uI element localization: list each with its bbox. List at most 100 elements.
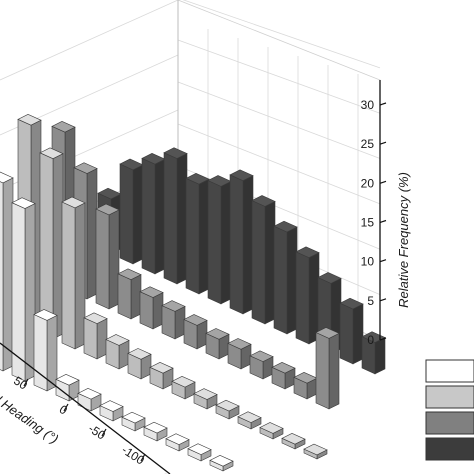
z-axis-label: Relative Frequency (%) bbox=[396, 172, 411, 308]
bar-side bbox=[52, 153, 64, 340]
bar-top bbox=[315, 327, 340, 339]
bar bbox=[295, 246, 320, 345]
bar-top bbox=[55, 373, 80, 386]
bar-front bbox=[229, 174, 244, 315]
bar bbox=[99, 400, 124, 422]
bar-side bbox=[308, 252, 320, 345]
bar-side bbox=[374, 337, 386, 375]
bar-top bbox=[99, 400, 124, 412]
z-tick bbox=[379, 337, 387, 341]
z-tick bbox=[379, 219, 387, 224]
bar bbox=[139, 286, 164, 330]
bar-top bbox=[51, 120, 76, 133]
z-tick bbox=[379, 298, 387, 302]
bar bbox=[119, 158, 144, 265]
bar bbox=[259, 422, 284, 440]
z-tick-label: 0 bbox=[367, 333, 374, 347]
bar-side bbox=[108, 209, 120, 310]
z-tick-label: 15 bbox=[361, 216, 375, 230]
bar-top bbox=[33, 309, 58, 321]
gridline bbox=[177, 123, 381, 205]
bar-top bbox=[249, 350, 274, 362]
x-tick-label: -150 bbox=[154, 468, 182, 474]
bar bbox=[105, 334, 130, 370]
bar bbox=[55, 373, 80, 402]
bar-side bbox=[220, 180, 232, 305]
bar-top bbox=[0, 171, 14, 184]
bar bbox=[127, 348, 152, 380]
bar bbox=[209, 454, 234, 472]
bar-top bbox=[165, 433, 190, 445]
z-tick-label: 5 bbox=[367, 294, 374, 308]
gridline bbox=[177, 39, 381, 114]
bar bbox=[303, 443, 328, 460]
bar-side bbox=[132, 164, 144, 265]
bar-front bbox=[141, 157, 156, 275]
bar bbox=[11, 197, 36, 382]
bar bbox=[39, 147, 64, 340]
bar-top bbox=[193, 388, 218, 400]
bar bbox=[77, 387, 102, 412]
x-tick-label: -100 bbox=[119, 443, 147, 468]
bar-top bbox=[281, 432, 306, 445]
x-tick-label: 0 bbox=[57, 402, 70, 418]
bar-side bbox=[2, 177, 14, 372]
bar-front bbox=[251, 200, 266, 325]
legend-swatch bbox=[425, 385, 474, 409]
x-axis-label: ed Heading (°) bbox=[0, 386, 61, 446]
bar-top bbox=[61, 196, 86, 209]
bar bbox=[83, 312, 108, 360]
bar-front bbox=[295, 251, 310, 345]
bar-top bbox=[73, 162, 98, 174]
bar-side bbox=[328, 332, 340, 410]
gridline bbox=[177, 81, 381, 159]
bar-top bbox=[139, 286, 164, 298]
bar-side bbox=[96, 318, 108, 360]
bar-side bbox=[352, 303, 364, 365]
bar-top bbox=[209, 454, 234, 467]
bar-top bbox=[271, 361, 296, 374]
x-tick bbox=[63, 403, 69, 412]
x-tick bbox=[101, 428, 107, 437]
bar-side bbox=[286, 226, 298, 335]
bar bbox=[183, 314, 208, 350]
bar-top bbox=[187, 443, 212, 455]
bar bbox=[95, 203, 120, 310]
bar-top bbox=[237, 411, 262, 423]
bar-top bbox=[77, 387, 102, 400]
bar bbox=[315, 327, 340, 410]
z-axis: 0 5 10 15 20 25 30 bbox=[361, 80, 387, 347]
bar-front bbox=[273, 225, 288, 335]
bar bbox=[141, 152, 166, 275]
bar bbox=[205, 328, 230, 360]
bar-top bbox=[127, 348, 152, 360]
bar-front bbox=[339, 302, 354, 365]
z-tick bbox=[379, 102, 387, 106]
z-tick-label: 25 bbox=[361, 137, 375, 151]
bar-front bbox=[163, 152, 178, 285]
bar-front bbox=[0, 181, 4, 372]
bar bbox=[249, 350, 274, 380]
bar bbox=[339, 297, 364, 365]
bar-side bbox=[174, 305, 186, 340]
bar-front bbox=[117, 273, 132, 320]
bar-top bbox=[117, 268, 142, 281]
z-tick bbox=[379, 180, 387, 184]
bar-top bbox=[185, 172, 210, 185]
bar-side bbox=[24, 203, 36, 382]
bar-top bbox=[361, 331, 386, 343]
bar bbox=[271, 361, 296, 390]
bar bbox=[143, 421, 168, 442]
z-tick bbox=[379, 141, 387, 145]
x-tick bbox=[23, 378, 29, 387]
bar bbox=[215, 399, 240, 420]
legend bbox=[425, 359, 474, 461]
gridline bbox=[182, 0, 381, 69]
bar-front bbox=[139, 291, 154, 330]
bar-side bbox=[198, 178, 210, 295]
bar-top bbox=[205, 328, 230, 340]
bar bbox=[185, 172, 210, 295]
z-tick-label: 10 bbox=[361, 255, 375, 269]
bar bbox=[237, 411, 262, 430]
bar bbox=[207, 175, 232, 305]
